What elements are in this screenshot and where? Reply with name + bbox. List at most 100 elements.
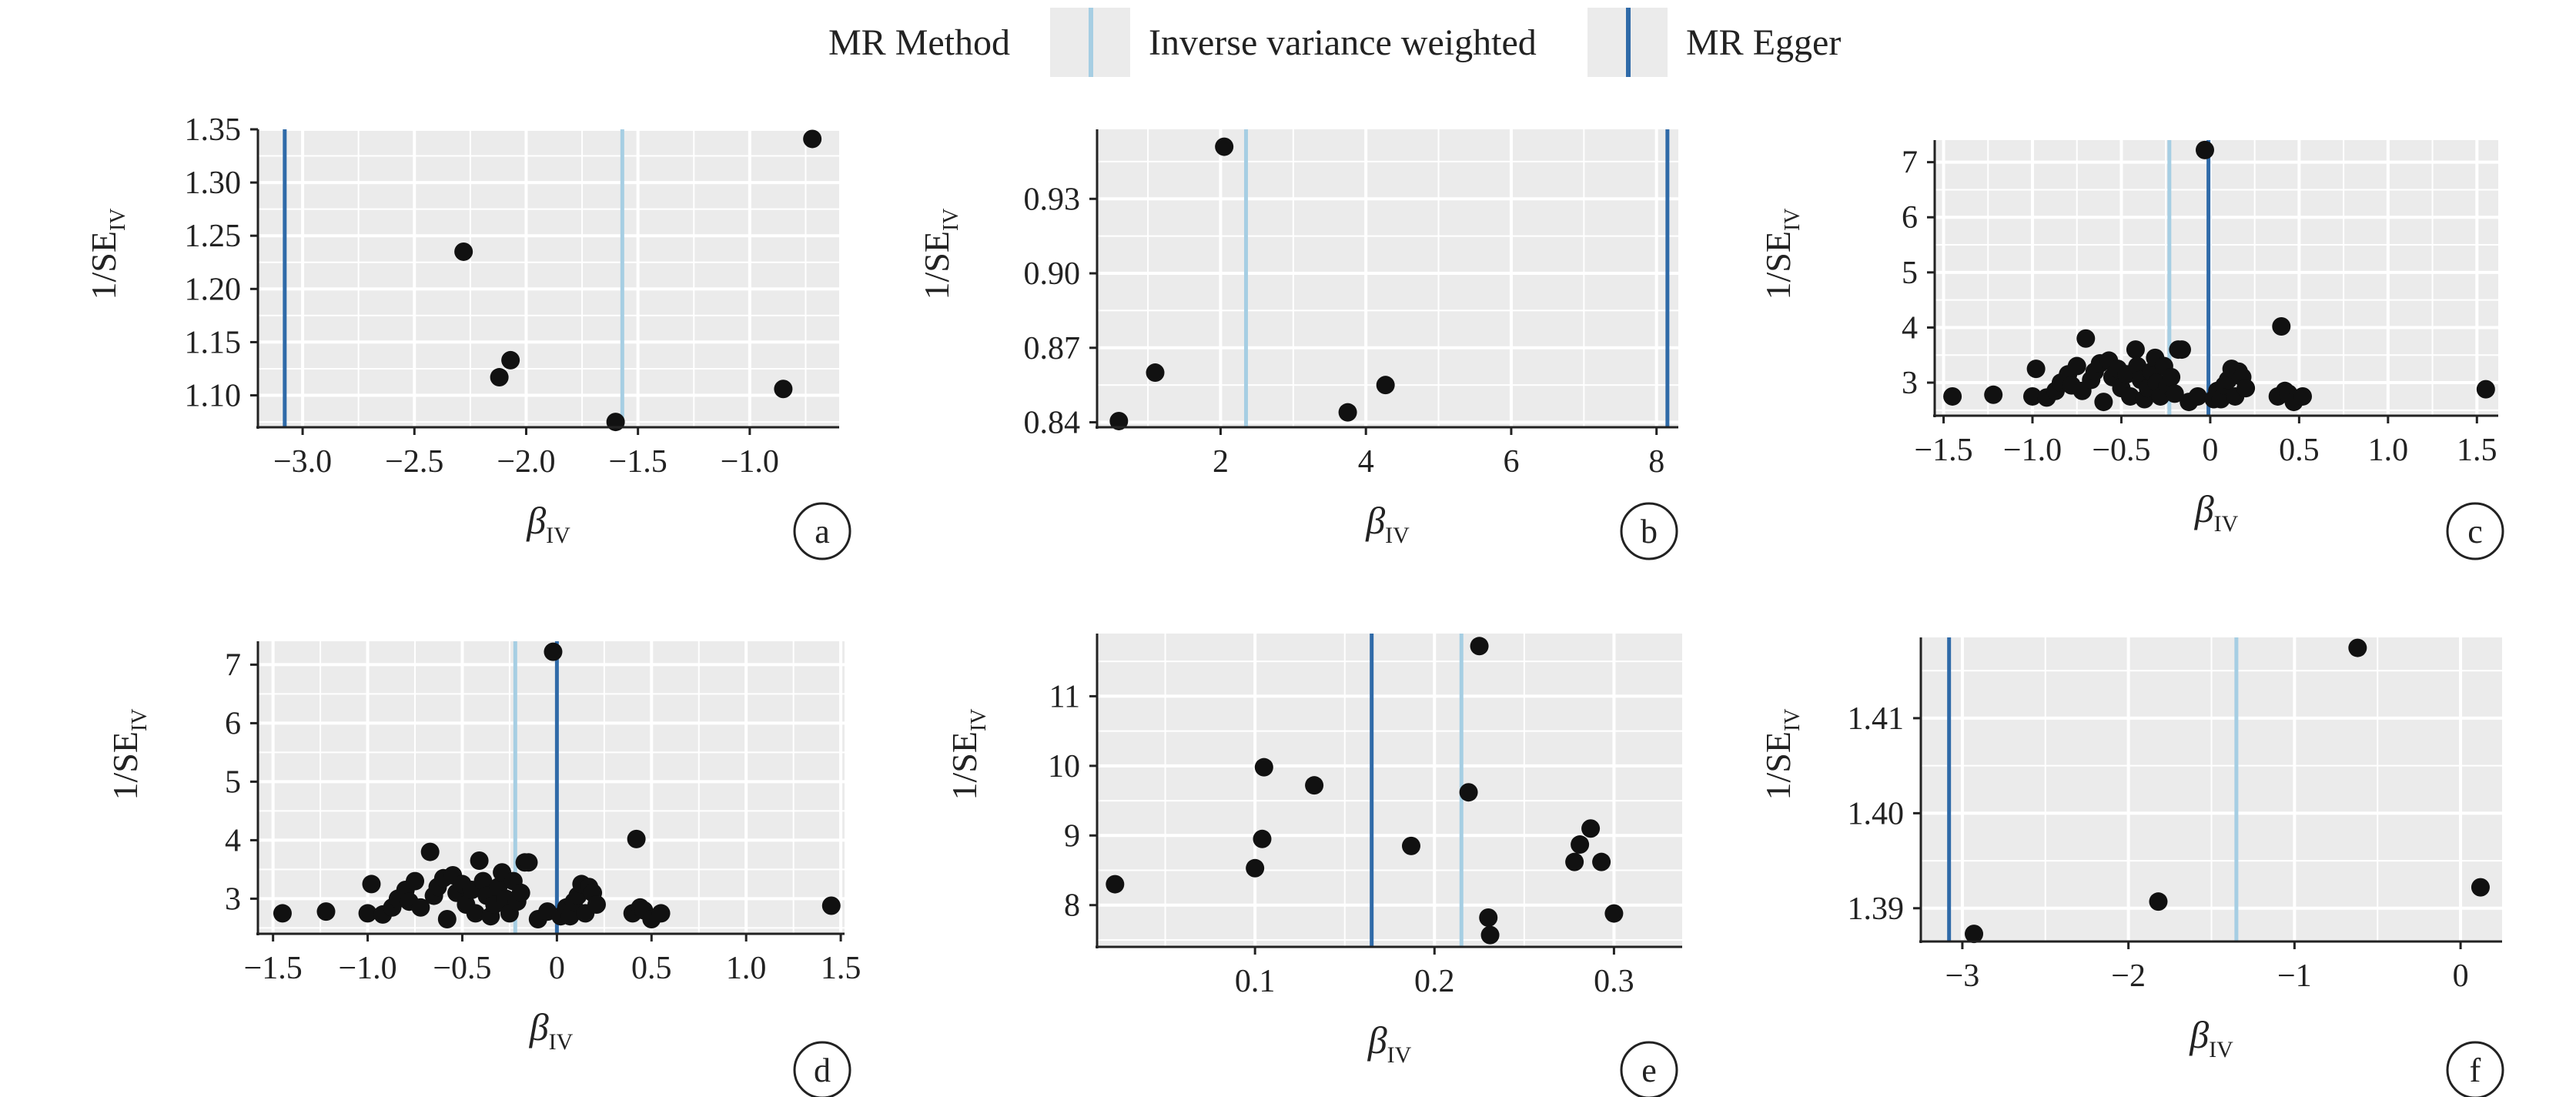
panel-e-data-point: [1305, 776, 1324, 795]
panel-c-data-point: [2121, 386, 2140, 406]
panel-a-y-axis-title: 1/SEIV: [84, 208, 130, 299]
panel-f-label-circle: [2446, 1041, 2504, 1097]
panel-a-label: a: [815, 513, 830, 550]
panel-c-label: c: [2467, 513, 2483, 550]
legend-label-ivw: Inverse variance weighted: [1149, 22, 1537, 63]
panel-f-y-tick-label: 1.40: [1848, 796, 1905, 831]
panel-e-y-tick-label: 11: [1049, 679, 1080, 714]
panel-c-data-point: [1984, 385, 2003, 404]
panel-e-label-circle: [1620, 1041, 1678, 1097]
panel-c-x-tick-label: −1.5: [1914, 433, 1972, 468]
panel-d-data-point: [273, 904, 292, 923]
panel-d-data-point: [544, 642, 563, 661]
panel-c-x-tick-label: −0.5: [2092, 433, 2150, 468]
panel-b-data-point: [1338, 403, 1357, 422]
panel-b-y-tick-label: 0.90: [1024, 256, 1081, 292]
legend: MR Method Inverse variance weighted MR E…: [0, 0, 2576, 81]
panel-b-label: b: [1641, 513, 1658, 550]
panel-e-label: e: [1641, 1052, 1657, 1089]
panel-e-y-axis-title: 1/SEIV: [945, 708, 991, 800]
panel-a-x-tick-label: −2.5: [385, 444, 443, 480]
legend-title-item: MR Method: [828, 8, 1010, 77]
panel-c-data-point: [2293, 386, 2312, 406]
panel-d-data-point: [519, 853, 538, 872]
panel-d-y-tick-label: 6: [225, 706, 241, 741]
panel-f-x-tick-label: −3: [1945, 958, 1980, 994]
panel-d-x-tick-label: −1.0: [338, 951, 396, 986]
panel-c-y-axis-title: 1/SEIV: [1758, 208, 1805, 299]
panel-d-y-tick-label: 7: [225, 647, 241, 683]
panel-e-y-tick-label: 9: [1064, 818, 1080, 854]
panel-c-data-point: [2023, 386, 2042, 406]
legend-key-ivw: [1050, 8, 1130, 77]
panel-e-data-point: [1253, 829, 1272, 848]
panel-a-data-point: [501, 350, 520, 370]
panel-e-data-point: [1106, 875, 1125, 894]
panel-c-data-point: [2236, 379, 2256, 398]
panel-d-label: d: [814, 1052, 831, 1089]
panel-a-data-point: [774, 380, 793, 399]
panel-f-x-tick-label: −1: [2277, 958, 2312, 994]
panel-d-y-axis-title: 1/SEIV: [105, 708, 152, 800]
panel-e-data-point: [1565, 852, 1584, 871]
panel-e-background: [1097, 634, 1682, 947]
panel-a-x-tick-label: −3.0: [273, 444, 332, 480]
panel-b-x-tick-label: 8: [1648, 444, 1664, 480]
panel-e-y-tick-label: 8: [1064, 888, 1080, 924]
legend-title: MR Method: [828, 22, 1011, 63]
panel-a-x-tick-label: −2.0: [497, 444, 555, 480]
panel-d-data-point: [587, 895, 606, 914]
panel-e-data-point: [1581, 819, 1601, 838]
panel-c-data-point: [2076, 329, 2096, 348]
panel-d-x-tick-label: −0.5: [433, 951, 491, 986]
panel-d-label-circle: [793, 1041, 851, 1097]
panel-f-y-tick-label: 1.39: [1848, 891, 1905, 927]
panel-d-data-point: [420, 842, 440, 861]
panel-c-data-point: [2094, 393, 2113, 412]
panel-f-data-point: [1965, 925, 1984, 944]
panel-a-y-tick-label: 1.20: [185, 272, 242, 307]
panel-b-y-tick-label: 0.87: [1024, 331, 1081, 366]
panel-f-data-point: [2348, 638, 2367, 657]
panel-d-data-point: [411, 898, 430, 917]
panel-b-data-point: [1109, 411, 1129, 430]
panel-b-x-axis-title: βIV: [1365, 499, 1410, 548]
panel-d-x-axis-title: βIV: [529, 1005, 574, 1055]
panel-b-data-point: [1215, 137, 1234, 156]
panel-e-data-point: [1401, 836, 1420, 855]
panel-c-x-tick-label: 1.0: [2368, 433, 2409, 468]
panel-a-x-axis-title: βIV: [526, 499, 570, 548]
panel-e-x-tick-label: 0.3: [1594, 964, 1634, 999]
panel-e-data-point: [1459, 783, 1478, 802]
panel-c-y-tick-label: 5: [1902, 256, 1918, 291]
panel-b-data-point: [1146, 363, 1165, 383]
panel-d-x-tick-label: 1.0: [726, 951, 767, 986]
panel-d-data-point: [821, 896, 841, 915]
panel-a-background: [258, 129, 839, 427]
panel-a-data-point: [454, 242, 473, 261]
panel-a-data-point: [803, 129, 822, 149]
panel-e-x-tick-label: 0.2: [1414, 964, 1455, 999]
panel-e-y-tick-label: 10: [1048, 749, 1080, 784]
panel-c-data-point: [2067, 356, 2086, 376]
panel-c-x-tick-label: −1.0: [2003, 433, 2062, 468]
panel-c-x-tick-label: 0: [2202, 433, 2218, 468]
panel-b-x-tick-label: 4: [1358, 444, 1374, 480]
panel-c-data-point: [2172, 340, 2191, 360]
panel-d-x-tick-label: −1.5: [244, 951, 303, 986]
panel-d-data-point: [358, 904, 377, 923]
panel-c-y-tick-label: 6: [1902, 200, 1918, 236]
panel-d-x-tick-label: 1.5: [821, 951, 861, 986]
panel-d-data-point: [651, 904, 671, 923]
panel-c-data-point: [2126, 340, 2145, 360]
panel-d-y-tick-label: 4: [225, 823, 241, 858]
panel-b-y-tick-label: 0.84: [1024, 406, 1081, 441]
panel-e-data-point: [1470, 637, 1489, 656]
panel-c-data-point: [2476, 380, 2495, 399]
panel-c-data-point: [2162, 367, 2181, 386]
panel-c-x-axis-title: βIV: [2194, 487, 2239, 537]
panel-c-y-tick-label: 3: [1902, 366, 1918, 401]
panel-f-x-tick-label: 0: [2453, 958, 2469, 994]
panel-c-background: [1935, 140, 2498, 416]
panel-b-x-tick-label: 6: [1503, 444, 1519, 480]
